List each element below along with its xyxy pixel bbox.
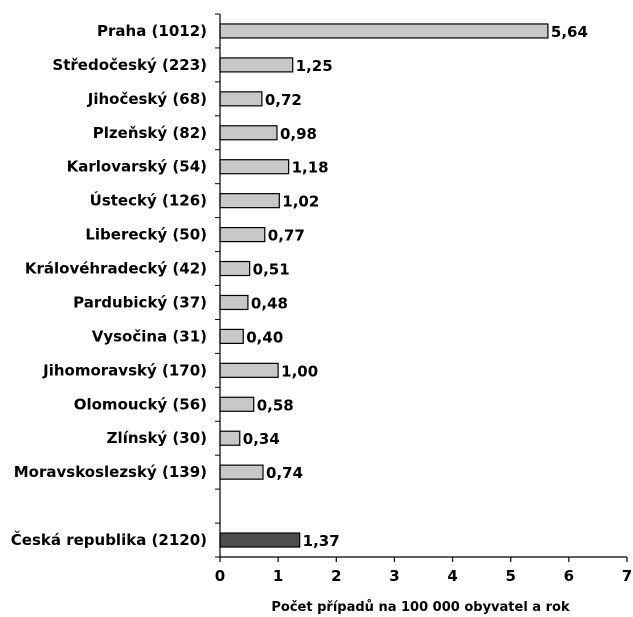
category-label: Pardubický (37)	[73, 293, 207, 311]
bar	[219, 464, 264, 480]
value-label: 1,18	[292, 159, 329, 177]
category-label: Praha (1012)	[97, 22, 207, 40]
value-label: 0,74	[266, 464, 303, 482]
x-ticks-group: 0 1 2 3 4 5 6 7	[215, 13, 632, 585]
x-tick-label: 1	[273, 567, 283, 585]
value-label: 1,00	[281, 362, 318, 380]
category-label: Zlínský (30)	[107, 429, 207, 447]
category-label: Královéhradecký (42)	[25, 260, 207, 278]
bar	[219, 294, 249, 311]
value-label: 0,58	[257, 396, 294, 414]
category-label: Olomoucký (56)	[74, 395, 207, 413]
value-label: 0,34	[243, 430, 280, 448]
value-label: 0,98	[280, 125, 317, 143]
bar	[219, 226, 266, 243]
bar	[219, 396, 255, 412]
category-label: Plzeňský (82)	[93, 124, 207, 142]
category-label-total: Česká republika (2120)	[11, 530, 207, 549]
bar	[219, 125, 278, 141]
value-label: 0,51	[253, 261, 290, 279]
value-label: 1,02	[282, 193, 319, 211]
bar	[219, 328, 244, 345]
category-label: Ústecký (126)	[90, 191, 207, 210]
value-labels-group: 5,64 1,25 0,72 0,98 1,18 1,02 0,77 0,51 0,48 0,40…	[243, 23, 588, 550]
bar	[219, 57, 294, 73]
x-tick-label: 5	[505, 567, 515, 585]
x-tick-label: 7	[622, 567, 632, 585]
value-label: 1,37	[303, 532, 340, 550]
x-tick-label: 6	[564, 567, 574, 585]
value-label: 0,77	[268, 227, 305, 245]
category-label: Jihomoravský (170)	[42, 361, 207, 379]
bar	[219, 362, 279, 378]
x-tick-label: 3	[389, 567, 399, 585]
category-label: Vysočina (31)	[92, 327, 207, 345]
bar	[219, 23, 549, 39]
bar	[219, 91, 263, 107]
bar	[219, 159, 290, 175]
value-label: 0,72	[265, 91, 302, 109]
x-axis-title: Počet případů na 100 000 obyvatel a rok	[271, 600, 570, 615]
category-label: Moravskoslezský (139)	[14, 463, 207, 481]
value-label: 5,64	[551, 23, 588, 41]
value-label: 0,48	[251, 294, 288, 312]
bar-total	[219, 532, 301, 548]
value-label: 1,25	[296, 57, 333, 75]
x-tick-label: 4	[447, 567, 457, 585]
category-label: Liberecký (50)	[85, 226, 207, 244]
bar	[219, 193, 280, 209]
x-tick-label: 0	[215, 567, 225, 585]
category-label: Karlovarský (54)	[67, 158, 207, 176]
category-label: Středočeský (223)	[52, 56, 207, 74]
value-label: 0,40	[246, 328, 283, 346]
bar	[219, 430, 241, 446]
category-labels-group: Praha (1012) Středočeský (223) Jihočeský (…	[11, 22, 207, 549]
category-label: Jihočeský (68)	[87, 90, 207, 108]
bar	[219, 260, 251, 277]
x-tick-label: 2	[331, 567, 341, 585]
